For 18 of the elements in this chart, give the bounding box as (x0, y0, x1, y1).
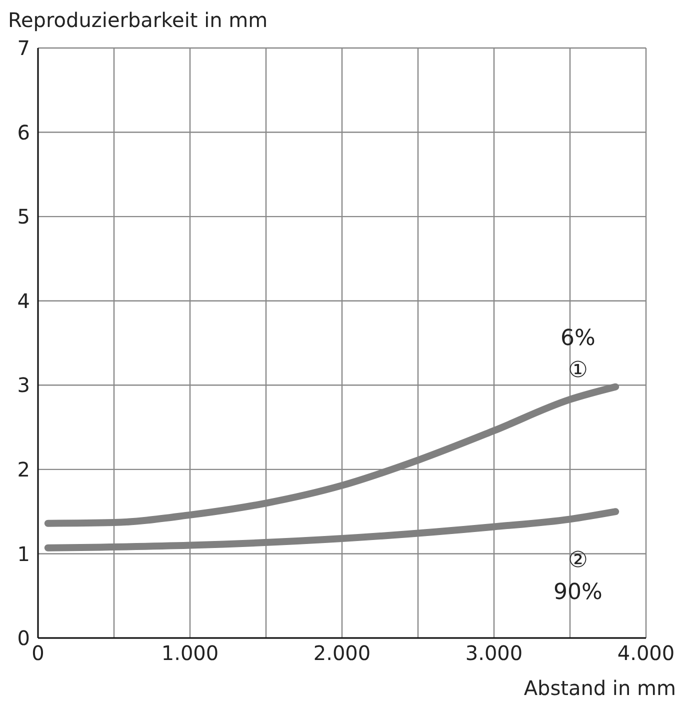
y-tick-label: 7 (17, 36, 30, 60)
annotation: 6% (560, 326, 596, 351)
y-tick-label: 3 (17, 373, 30, 398)
y-tick-label: 4 (17, 288, 30, 313)
x-axis-title: Abstand in mm (524, 676, 676, 700)
annotation: ① (567, 358, 589, 383)
y-tick-label: 1 (17, 542, 30, 566)
y-tick-label: 2 (17, 458, 30, 482)
annotation: ② (567, 548, 589, 573)
y-tick-label: 5 (17, 204, 30, 229)
x-tick-label: 3.000 (465, 641, 523, 666)
x-tick-label: 2.000 (313, 641, 371, 666)
x-tick-label: 4.000 (617, 641, 675, 666)
annotation: 90% (552, 580, 604, 605)
y-axis-title: Reproduzierbarkeit in mm (8, 8, 268, 32)
y-tick-label: 0 (17, 626, 30, 650)
x-tick-label: 1.000 (161, 641, 219, 666)
y-tick-label: 6 (17, 120, 30, 144)
